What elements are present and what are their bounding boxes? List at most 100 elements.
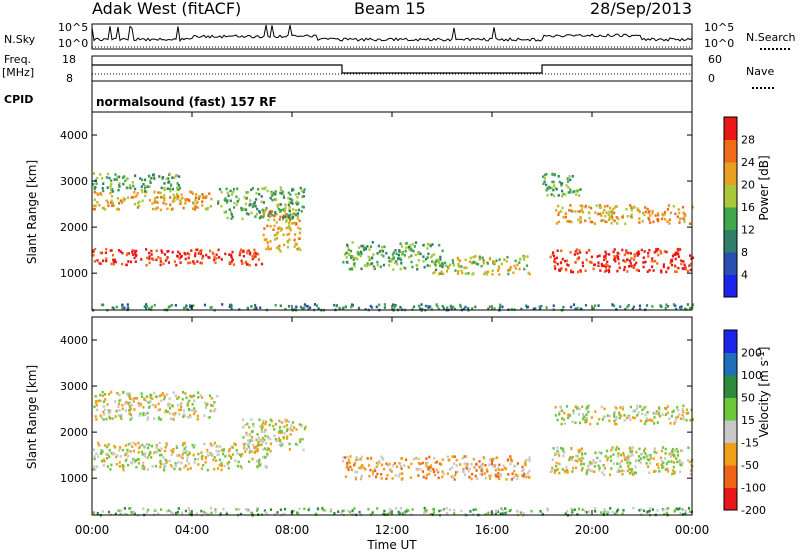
heatmap-cell: [294, 233, 297, 236]
heatmap-cell: [399, 257, 402, 261]
heatmap-cell: [219, 512, 222, 516]
heatmap-cell: [92, 204, 96, 208]
heatmap-cell: [664, 452, 667, 455]
heatmap-cell: [657, 405, 661, 409]
heatmap-cell: [396, 263, 399, 266]
heatmap-cell: [680, 262, 683, 266]
heatmap-cell: [405, 508, 408, 511]
heatmap-cell: [630, 208, 633, 212]
heatmap-cell: [644, 447, 647, 451]
heatmap-cell: [411, 508, 414, 511]
heatmap-cell: [264, 465, 267, 468]
heatmap-cell: [154, 405, 157, 409]
heatmap-cell: [176, 192, 179, 196]
heatmap-cell: [148, 199, 151, 202]
heatmap-cell: [276, 511, 279, 514]
heatmap-cell: [107, 172, 110, 176]
heatmap-cell: [623, 253, 626, 257]
heatmap-cell: [192, 453, 195, 457]
heatmap-cell: [186, 415, 190, 419]
heatmap-cell: [632, 305, 636, 309]
heatmap-cell: [145, 248, 148, 251]
heatmap-cell: [386, 464, 389, 467]
heatmap-cell: [640, 508, 643, 511]
heatmap-cell: [570, 305, 573, 309]
heatmap-cell: [454, 269, 457, 272]
heatmap-cell: [285, 423, 289, 427]
heatmap-cell: [180, 193, 183, 196]
heatmap-cell: [561, 189, 564, 193]
heatmap-cell: [500, 468, 503, 471]
heatmap-cell: [509, 265, 513, 269]
heatmap-cell: [433, 261, 436, 265]
heatmap-cell: [275, 213, 278, 216]
heatmap-cell: [636, 404, 639, 408]
heatmap-cell: [460, 509, 463, 513]
heatmap-cell: [102, 189, 105, 193]
heatmap-cell: [580, 208, 584, 211]
heatmap-cell: [176, 403, 180, 407]
heatmap-cell: [679, 248, 682, 251]
heatmap-cell: [622, 214, 625, 218]
heatmap-cell: [691, 303, 695, 306]
heatmap-cell: [153, 391, 156, 395]
heatmap-cell: [179, 408, 182, 411]
heatmap-cell: [119, 415, 122, 418]
heatmap-cell: [656, 218, 659, 221]
heatmap-cell: [688, 510, 692, 513]
heatmap-cell: [94, 399, 98, 403]
heatmap-cell: [249, 450, 252, 453]
heatmap-cell: [671, 450, 674, 453]
heatmap-cell: [177, 507, 180, 510]
heatmap-cell: [610, 222, 613, 225]
heatmap-cell: [353, 507, 356, 510]
heatmap-cell: [285, 212, 288, 216]
heatmap-cell: [538, 305, 541, 309]
heatmap-cell: [619, 465, 622, 468]
heatmap-cell: [358, 466, 361, 470]
heatmap-cell: [613, 219, 616, 223]
heatmap-cell: [104, 207, 107, 211]
heatmap-cell: [555, 452, 558, 456]
heatmap-cell: [345, 251, 348, 255]
heatmap-cell: [167, 249, 170, 253]
heatmap-cell: [672, 253, 675, 256]
heatmap-cell: [666, 305, 670, 308]
heatmap-cell: [196, 414, 199, 418]
heatmap-cell: [189, 414, 192, 417]
heatmap-cell: [377, 463, 380, 466]
heatmap-cell: [95, 182, 98, 185]
heatmap-cell: [472, 508, 475, 512]
heatmap-cell: [393, 305, 396, 309]
heatmap-cell: [266, 436, 270, 440]
heatmap-cell: [172, 418, 175, 421]
heatmap-cell: [136, 201, 140, 205]
heatmap-cell: [227, 194, 230, 197]
heatmap-cell: [629, 252, 632, 255]
heatmap-cell: [308, 507, 311, 510]
heatmap-cell: [653, 422, 656, 425]
heatmap-cell: [581, 453, 584, 456]
heatmap-cell: [476, 263, 480, 266]
heatmap-cell: [291, 215, 295, 219]
heatmap-cell: [378, 460, 381, 463]
heatmap-cell: [415, 456, 418, 460]
heatmap-cell: [640, 452, 644, 456]
heatmap-cell: [373, 467, 376, 471]
heatmap-cell: [105, 176, 108, 179]
heatmap-cell: [603, 407, 606, 411]
heatmap-cell: [686, 303, 689, 306]
heatmap-cell: [600, 451, 603, 455]
heatmap-cell: [220, 464, 223, 468]
heatmap-cell: [100, 251, 104, 255]
heatmap-cell: [682, 260, 685, 263]
heatmap-cell: [577, 210, 580, 213]
heatmap-cell: [673, 449, 676, 453]
heatmap-cell: [94, 415, 97, 418]
heatmap-cell: [283, 507, 287, 511]
heatmap-cell: [490, 462, 493, 466]
heatmap-cell: [594, 510, 597, 513]
heatmap-cell: [615, 205, 618, 208]
heatmap-cell: [269, 240, 272, 243]
